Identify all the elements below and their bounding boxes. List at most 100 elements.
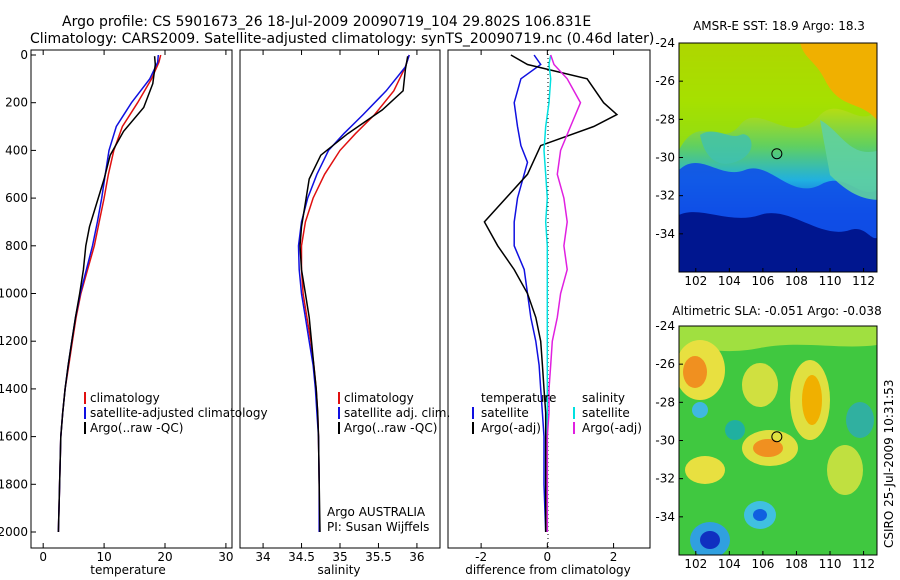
difference-legend: temperature satellite Argo(-adj) salinit… bbox=[472, 391, 642, 435]
temperature-tick-labels: 0 10 20 30 bbox=[39, 50, 234, 564]
argo-float-marker bbox=[771, 148, 783, 160]
y-tick-label: 600 bbox=[5, 191, 28, 205]
salinity-axes-frame bbox=[239, 49, 441, 549]
temperature-axes-frame bbox=[30, 49, 233, 549]
salinity-xlabel: salinity bbox=[317, 563, 360, 577]
y-tick-label: 200 bbox=[5, 96, 28, 110]
y-tick-label: 1600 bbox=[0, 430, 28, 444]
temperature-panel: 0 200 400 600 800 1000 1200 1400 1600 1800 2000 0 1… bbox=[0, 48, 268, 577]
legend-label-temp-satellite: satellite bbox=[481, 406, 529, 420]
lon-tick-label: 112 bbox=[852, 557, 875, 571]
depth-tick-labels: 0 200 400 600 800 1000 1200 1400 1600 1800 2000 bbox=[0, 48, 36, 539]
x-tick-label: 10 bbox=[96, 550, 111, 564]
y-tick-label: 400 bbox=[5, 143, 28, 157]
lat-tick-label: -34 bbox=[655, 510, 675, 524]
temperature-series bbox=[57, 54, 162, 533]
csiro-timestamp: CSIRO 25-Jul-2009 10:31:53 bbox=[882, 380, 896, 548]
x-tick-label: 0 bbox=[39, 550, 47, 564]
lon-tick-label: 102 bbox=[684, 557, 707, 571]
sst-map-tick-labels: 102 104 106 108 110 112 -24 -26 -28 -30 -32 -34 bbox=[655, 36, 875, 288]
lon-tick-label: 106 bbox=[751, 274, 774, 288]
series-line-satellite-adjusted-climatology bbox=[57, 54, 160, 533]
x-tick-label: 30 bbox=[218, 550, 233, 564]
temperature-xlabel: temperature bbox=[90, 563, 165, 577]
argo-float-marker bbox=[771, 431, 783, 443]
lat-tick-label: -28 bbox=[655, 395, 675, 409]
legend-label-climatology: climatology bbox=[90, 391, 160, 405]
series-line-temperature-argo-adj- bbox=[483, 54, 619, 532]
legend-label-sal-satellite: satellite bbox=[582, 406, 630, 420]
series-line-salinity-satellite bbox=[543, 54, 552, 532]
legend-label-argo: Argo(..raw -QC) bbox=[344, 421, 437, 435]
series-line-climatology bbox=[57, 54, 162, 533]
y-tick-label: 800 bbox=[5, 239, 28, 253]
pi-annotation: PI: Susan Wijffels bbox=[327, 520, 429, 534]
sst-field bbox=[679, 43, 877, 272]
sla-map-tick-labels: 102 104 106 108 110 112 -24 -26 -28 -30 -32 -34 bbox=[655, 319, 875, 571]
series-line-argo-raw-qc- bbox=[57, 56, 157, 533]
x-tick-label: 35 bbox=[332, 550, 347, 564]
legend-title-salinity: salinity bbox=[582, 391, 625, 405]
difference-xlabel: difference from climatology bbox=[465, 563, 631, 577]
lon-tick-label: 108 bbox=[785, 274, 808, 288]
argo-program-annotation: Argo AUSTRALIA bbox=[327, 505, 426, 519]
lon-tick-label: 108 bbox=[785, 557, 808, 571]
legend-label-sal-argo: Argo(-adj) bbox=[582, 421, 642, 435]
lon-tick-label: 104 bbox=[718, 557, 741, 571]
lon-tick-label: 106 bbox=[751, 557, 774, 571]
lon-tick-label: 104 bbox=[718, 274, 741, 288]
y-tick-label: 0 bbox=[20, 48, 28, 62]
difference-series bbox=[483, 54, 619, 533]
lat-tick-label: -24 bbox=[655, 36, 675, 50]
y-tick-label: 1200 bbox=[0, 334, 28, 348]
series-line-argo-raw-qc- bbox=[299, 56, 409, 533]
y-tick-label: 2000 bbox=[0, 525, 28, 539]
difference-tick-labels: -2 0 2 bbox=[475, 50, 617, 564]
y-tick-label: 1400 bbox=[0, 382, 28, 396]
legend-label-climatology: climatology bbox=[344, 391, 414, 405]
difference-axes-frame bbox=[447, 49, 651, 549]
sst-map-panel: AMSR-E SST: 18.9 Argo: 18.3 102 104 106 108… bbox=[655, 19, 878, 288]
y-tick-label: 1000 bbox=[0, 287, 28, 301]
legend-label-satellite: satellite-adjusted climatology bbox=[90, 406, 268, 420]
lon-tick-label: 112 bbox=[852, 274, 875, 288]
salinity-series bbox=[297, 54, 410, 533]
sla-map-title: Altimetric SLA: -0.051 Argo: -0.038 bbox=[672, 304, 881, 318]
figure-title-line2: Climatology: CARS2009. Satellite-adjuste… bbox=[30, 31, 654, 47]
legend-label-argo: Argo(..raw -QC) bbox=[90, 421, 183, 435]
lon-tick-label: 110 bbox=[819, 557, 842, 571]
difference-panel: -2 0 2 difference from climatology tempera… bbox=[447, 49, 651, 577]
x-tick-label: 34.5 bbox=[288, 550, 315, 564]
x-tick-label: 2 bbox=[610, 550, 618, 564]
lon-tick-label: 110 bbox=[819, 274, 842, 288]
lon-tick-label: 102 bbox=[684, 274, 707, 288]
lat-tick-label: -30 bbox=[655, 434, 675, 448]
y-tick-label: 1800 bbox=[0, 477, 28, 491]
lat-tick-label: -34 bbox=[655, 227, 675, 241]
series-line-salinity-argo-adj- bbox=[546, 54, 582, 532]
sst-map-title: AMSR-E SST: 18.9 Argo: 18.3 bbox=[693, 19, 865, 33]
lat-tick-label: -28 bbox=[655, 112, 675, 126]
lat-tick-label: -30 bbox=[655, 151, 675, 165]
temperature-legend: climatology satellite-adjusted climatolo… bbox=[84, 391, 268, 435]
salinity-tick-labels: 34 34.5 35 35.5 36 bbox=[255, 50, 425, 564]
x-tick-label: 0 bbox=[544, 550, 552, 564]
legend-label-satellite: satellite adj. clim. bbox=[344, 406, 450, 420]
lat-tick-label: -26 bbox=[655, 74, 675, 88]
x-tick-label: 20 bbox=[157, 550, 172, 564]
salinity-panel: 34 34.5 35 35.5 36 salinity climatology sate… bbox=[239, 49, 450, 577]
series-line-temperature-satellite bbox=[513, 54, 547, 533]
series-line-climatology bbox=[300, 54, 410, 532]
figure-title-line1: Argo profile: CS 5901673_26 18-Jul-2009 … bbox=[62, 14, 591, 30]
x-tick-label: 34 bbox=[255, 550, 270, 564]
x-tick-label: 35.5 bbox=[365, 550, 392, 564]
sla-map-panel: Altimetric SLA: -0.051 Argo: -0.038 102 1… bbox=[655, 304, 881, 571]
lat-tick-label: -24 bbox=[655, 319, 675, 333]
lat-tick-label: -32 bbox=[655, 189, 675, 203]
lat-tick-label: -32 bbox=[655, 472, 675, 486]
salinity-legend: climatology satellite adj. clim. Argo(..… bbox=[338, 391, 450, 435]
x-tick-label: -2 bbox=[475, 550, 487, 564]
x-tick-label: 36 bbox=[409, 550, 424, 564]
lat-tick-label: -26 bbox=[655, 357, 675, 371]
